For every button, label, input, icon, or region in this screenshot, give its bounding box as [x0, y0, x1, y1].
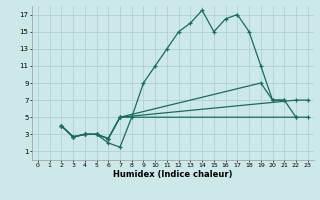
X-axis label: Humidex (Indice chaleur): Humidex (Indice chaleur)	[113, 170, 233, 179]
